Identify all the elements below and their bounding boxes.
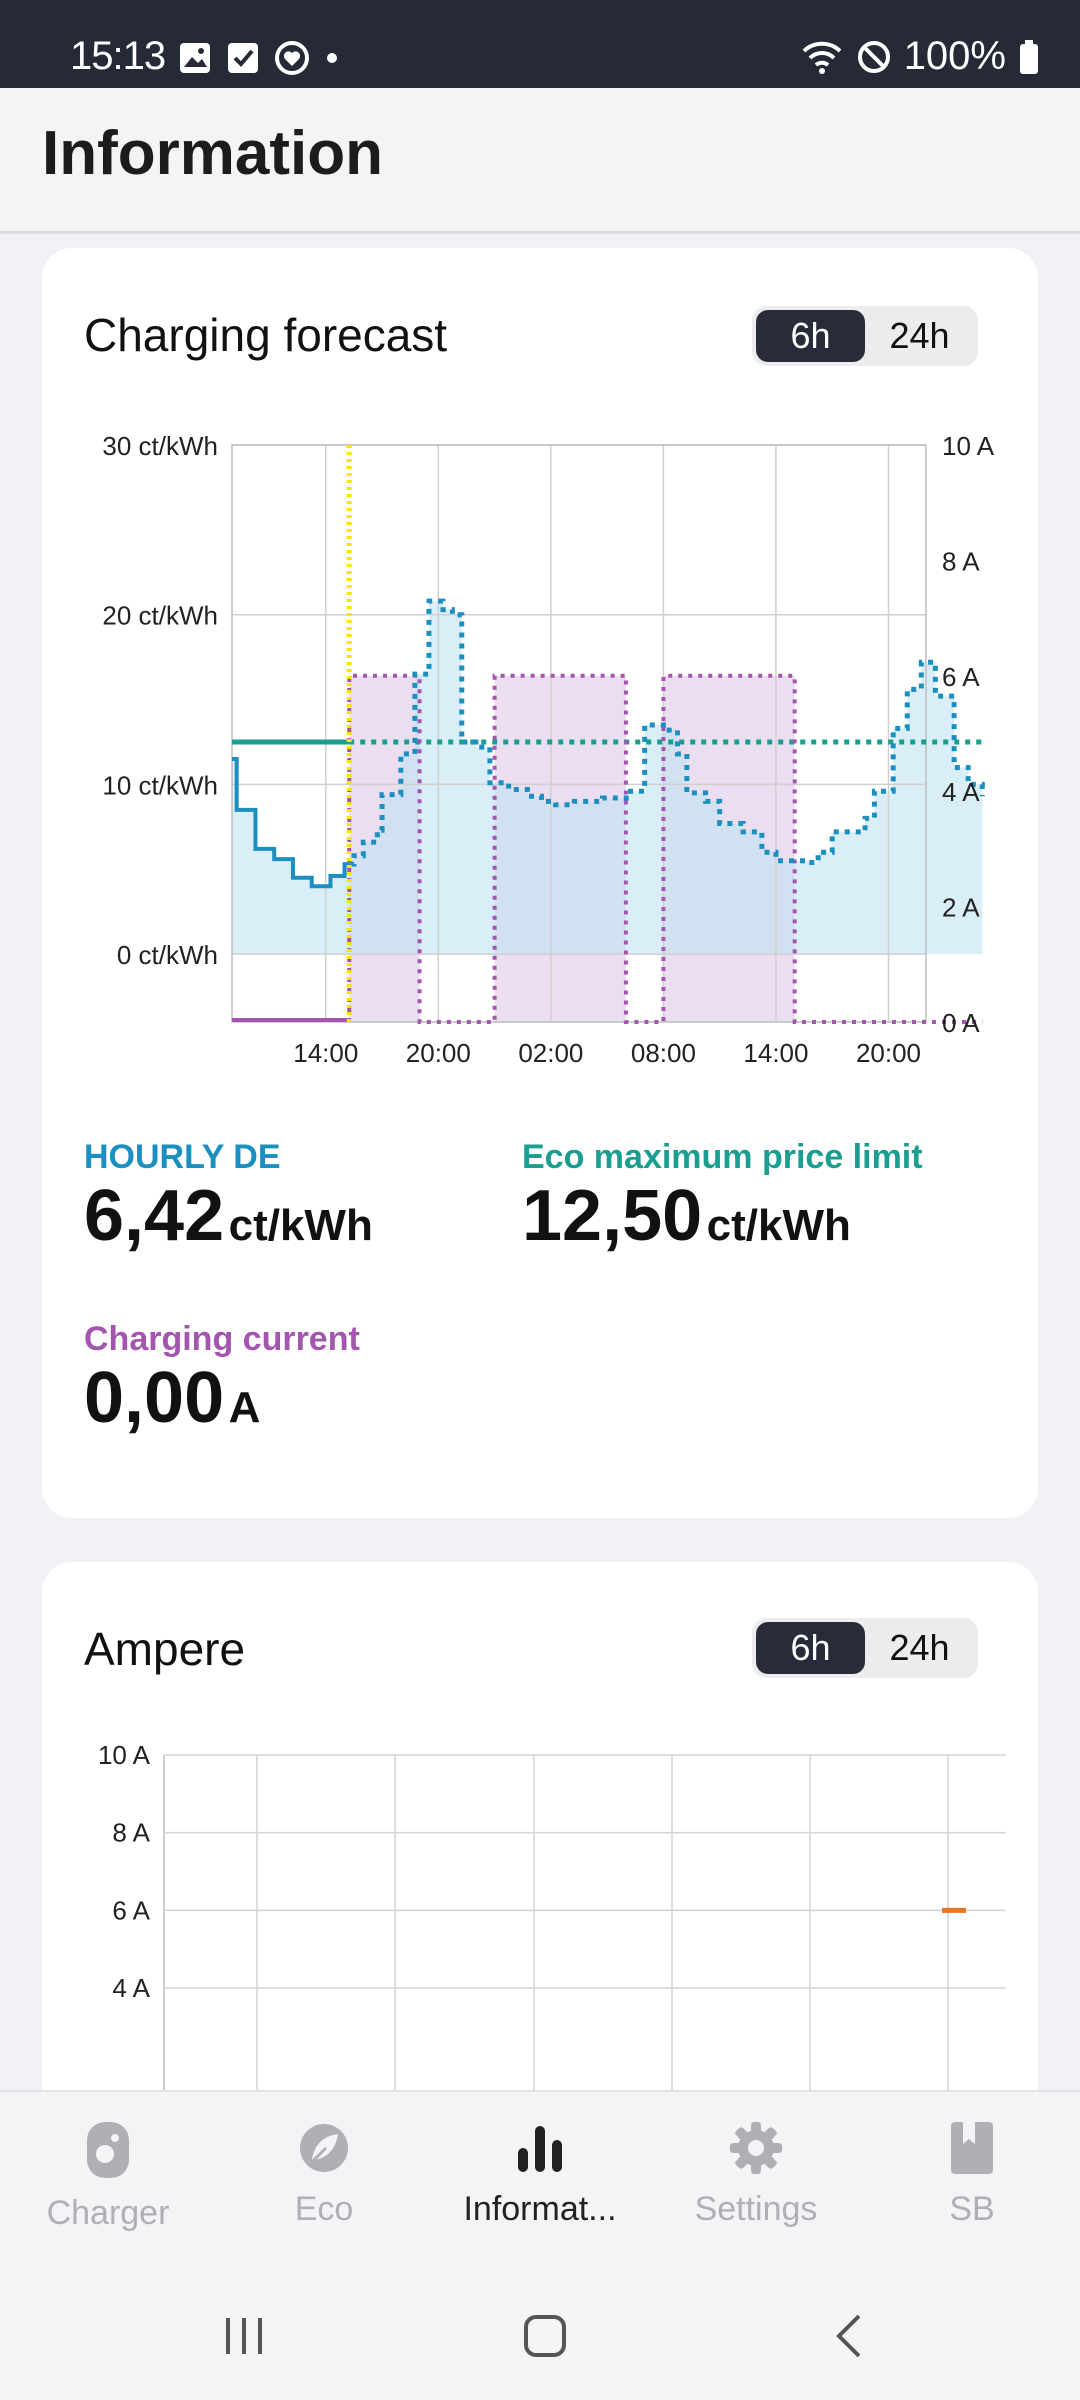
x-tick-label: 20:00: [856, 1038, 921, 1068]
x-tick-label: 08:00: [631, 1038, 696, 1068]
health-icon: [275, 41, 309, 75]
nav-label-settings: Settings: [694, 2190, 818, 2228]
y-right-tick-label: 8 A: [942, 546, 980, 576]
battery-level: 100%: [903, 34, 1006, 78]
y-right-tick-label: 10 A: [942, 431, 995, 461]
range-option-6h[interactable]: 6h: [756, 1622, 865, 1674]
range-option-24h[interactable]: 24h: [889, 315, 950, 356]
gear-icon: [730, 2122, 782, 2174]
eco-limit-stat: Eco maximum price limit 12,50 ct/kWh: [522, 1138, 923, 1256]
status-right: 100%: [800, 34, 1040, 79]
card-title: Charging forecast: [84, 309, 448, 361]
status-bar: 15:13 100%: [0, 0, 1080, 88]
nav-label-eco: Eco: [294, 2190, 354, 2228]
range-option-24h[interactable]: 24h: [889, 1627, 950, 1668]
dot-icon: [327, 53, 337, 63]
plot-frame: [231, 444, 927, 1023]
leaf-icon: [300, 2124, 348, 2172]
recent-apps-icon: [226, 2318, 262, 2354]
charging-current-stat: Charging current 0,00 A: [84, 1320, 360, 1438]
wifi-icon: [802, 41, 842, 74]
bottom-nav: Charger Eco Informat... Settings SB: [0, 2090, 1080, 2270]
price-value: 6,42: [84, 1176, 225, 1256]
recent-apps-button[interactable]: [214, 2306, 274, 2366]
charging-forecast-card: Charging forecast 6h 24h 30 ct/kWh 20 ct/…: [42, 248, 1038, 1518]
charging-current-label: Charging current: [84, 1320, 360, 1358]
charging-current-unit: A: [228, 1383, 261, 1432]
price-label: HOURLY DE: [84, 1138, 281, 1176]
x-tick-label: 14:00: [293, 1038, 358, 1068]
nav-label-charger: Charger: [46, 2194, 170, 2232]
charging-current-value: 0,00: [84, 1358, 225, 1438]
x-tick-label: 02:00: [518, 1038, 583, 1068]
nav-item-sb[interactable]: SB: [864, 2092, 1080, 2270]
page-header: Information: [0, 88, 1080, 234]
gallery-icon: [180, 43, 210, 73]
charger-icon: [87, 2122, 129, 2178]
x-tick-label: 14:00: [743, 1038, 808, 1068]
book-icon: [951, 2122, 993, 2174]
price-line: [232, 756, 350, 889]
system-nav-bar: [0, 2270, 1080, 2400]
range-toggle: 6h 24h: [752, 1618, 978, 1678]
task-check-icon: [228, 43, 258, 73]
y-tick-label: 8 A: [112, 1818, 150, 1848]
range-toggle: 6h 24h: [752, 306, 978, 366]
y-right-tick-label: 2 A: [942, 893, 980, 923]
bar-chart-icon: [518, 2126, 562, 2172]
price-unit: ct/kWh: [228, 1201, 373, 1250]
back-button[interactable]: [818, 2306, 878, 2366]
nav-item-information[interactable]: Informat...: [432, 2092, 648, 2270]
x-tick-label: 20:00: [406, 1038, 471, 1068]
do-not-disturb-icon: [857, 40, 890, 73]
nav-item-eco[interactable]: Eco: [216, 2092, 432, 2270]
battery-icon: [1020, 39, 1038, 74]
card-title: Ampere: [84, 1623, 246, 1675]
home-button[interactable]: [515, 2306, 575, 2366]
y-tick-label: 6 A: [112, 1895, 150, 1925]
ampere-card: Ampere 6h 24h 10 A 8 A 6 A 4 A: [42, 1562, 1038, 2162]
nav-label-sb: SB: [949, 2190, 995, 2228]
nav-item-settings[interactable]: Settings: [648, 2092, 864, 2270]
y-left-tick-label: 20 ct/kWh: [102, 601, 218, 631]
forecast-chart: 30 ct/kWh 20 ct/kWh 10 ct/kWh 0 ct/kWh 10 A 8…: [102, 431, 995, 1068]
eco-limit-unit: ct/kWh: [706, 1201, 851, 1250]
y-tick-label: 4 A: [112, 1973, 150, 2003]
range-option-6h[interactable]: 6h: [756, 310, 865, 362]
nav-label-information: Informat...: [463, 2190, 617, 2228]
y-left-tick-label: 10 ct/kWh: [102, 770, 218, 800]
y-left-tick-label: 0 ct/kWh: [117, 940, 218, 970]
status-time: 15:13: [70, 34, 166, 78]
y-left-tick-label: 30 ct/kWh: [102, 431, 218, 461]
home-icon: [524, 2315, 566, 2357]
y-right-tick-label: 0 A: [942, 1008, 980, 1038]
back-icon: [836, 2314, 861, 2358]
y-right-tick-label: 4 A: [942, 777, 980, 807]
y-right-tick-label: 6 A: [942, 662, 980, 692]
eco-limit-label: Eco maximum price limit: [522, 1138, 923, 1176]
price-stat: HOURLY DE 6,42 ct/kWh: [84, 1138, 373, 1256]
eco-limit-value: 12,50: [522, 1176, 703, 1256]
page-title: Information: [42, 119, 383, 188]
y-tick-label: 10 A: [98, 1740, 151, 1770]
notification-icons: [178, 40, 340, 76]
nav-item-charger[interactable]: Charger: [0, 2092, 216, 2270]
ampere-chart: 10 A 8 A 6 A 4 A: [98, 1740, 1006, 2162]
